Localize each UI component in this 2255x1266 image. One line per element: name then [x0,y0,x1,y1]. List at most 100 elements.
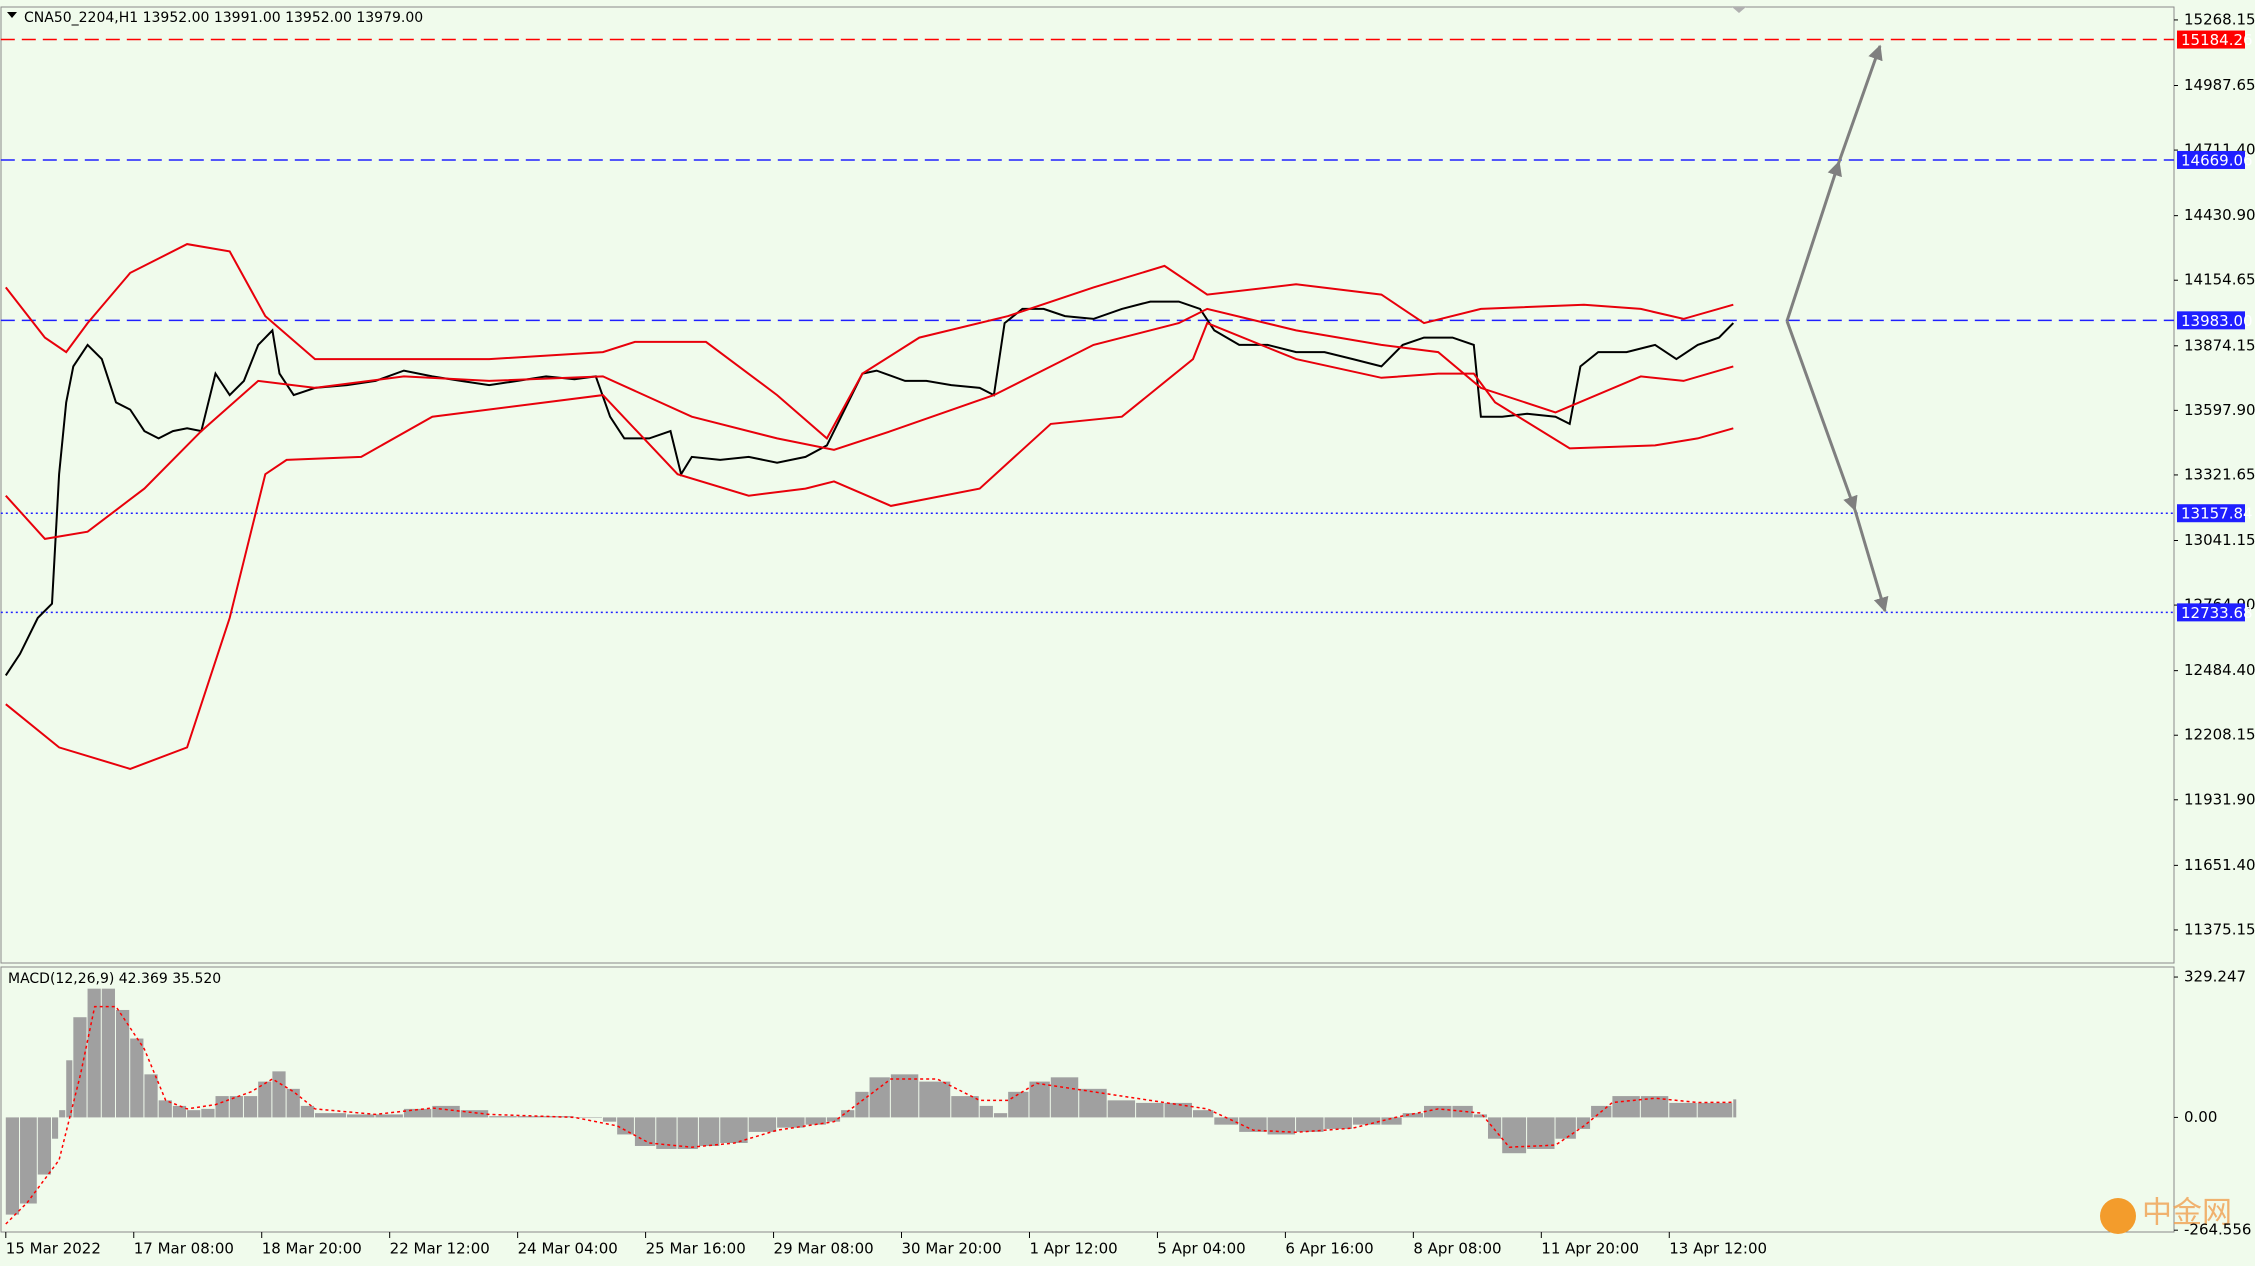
y-tick-label: 13321.65 [2184,465,2255,483]
x-tick-label: 13 Apr 12:00 [1669,1240,1767,1258]
histogram-bar [1527,1117,1555,1149]
histogram-bar [993,1113,1008,1118]
histogram-bar [272,1071,286,1118]
histogram-bar [602,1117,617,1122]
level-label: 13157.84 [2181,505,2253,523]
histogram-bar [1669,1102,1697,1118]
histogram-bar [1214,1117,1239,1125]
level-label-box [2177,603,2245,622]
histogram-bar [1473,1114,1487,1118]
histogram-bar [101,988,115,1118]
histogram-bar [1576,1117,1591,1129]
level-label: 14669.06 [2181,151,2253,169]
histogram-bar [87,988,101,1118]
arrow [1785,320,1858,512]
y-tick-label: -264.556 [2184,1221,2251,1239]
histogram-bar [1050,1077,1079,1118]
y-tick-label: 11651.40 [2184,856,2255,874]
histogram-bar [841,1110,855,1118]
series-line [5,1005,1734,1225]
histogram-bar [951,1096,979,1118]
histogram-bar [215,1096,229,1118]
histogram-bar [1381,1117,1402,1125]
level-label-box [2177,311,2245,330]
menu-triangle[interactable] [7,12,17,18]
x-tick-label: 30 Mar 20:00 [902,1240,1002,1258]
level-label-box [2177,504,2245,523]
y-tick-label: 12208.15 [2184,726,2255,744]
histogram-bar [315,1113,347,1118]
watermark-logo [2100,1198,2136,1234]
histogram-bar [890,1074,919,1118]
series-line [4,300,1735,676]
series-line [5,243,1734,440]
histogram-bar [1164,1102,1192,1118]
histogram-bar [1267,1117,1296,1135]
histogram-bar [777,1117,805,1128]
histogram-bar [1640,1096,1669,1118]
histogram-bar [37,1117,52,1175]
histogram-bar [375,1114,403,1118]
histogram-bar [919,1081,951,1118]
histogram-bar [1296,1117,1324,1132]
histogram-bar [243,1096,258,1118]
x-tick-label: 6 Apr 16:00 [1285,1240,1373,1258]
histogram-bar [201,1108,215,1118]
arrow [1853,509,1889,613]
histogram-bar [52,1117,59,1139]
histogram-bar [1239,1117,1267,1132]
y-tick-label: 13597.90 [2184,401,2255,419]
x-tick-label: 25 Mar 16:00 [646,1240,746,1258]
histogram-bar [1029,1081,1050,1118]
histogram-bar [748,1117,777,1132]
x-tick-label: 17 Mar 08:00 [134,1240,234,1258]
series-line [5,307,1734,540]
y-tick-label: 13041.15 [2184,531,2255,549]
level-label: 13983.00 [2181,312,2253,330]
y-tick-label: 329.247 [2184,968,2246,986]
y-tick-label: 15268.15 [2184,10,2255,28]
shift-marker [1732,7,1746,13]
histogram-bar [460,1110,489,1118]
y-tick-label: 13874.15 [2184,336,2255,354]
x-tick-label: 15 Mar 2022 [6,1240,101,1258]
x-tick-label: 8 Apr 08:00 [1413,1240,1501,1258]
histogram-bar [1136,1102,1164,1118]
histogram-bar [144,1074,158,1118]
histogram-bar [489,1116,517,1118]
histogram-bar [1733,1099,1737,1118]
main-frame [0,6,2175,964]
level-label: 12733.68 [2181,604,2253,622]
x-tick-label: 22 Mar 12:00 [390,1240,490,1258]
y-tick-label: 14987.65 [2184,76,2255,94]
histogram-bar [720,1117,748,1143]
histogram-bar [158,1100,172,1118]
arrow [1785,160,1842,322]
histogram-bar [403,1108,432,1118]
level-label-box [2177,150,2245,169]
macd-title: MACD(12,26,9) 42.369 35.520 [8,971,221,987]
histogram-bar [1107,1100,1136,1118]
level-label-box [2177,30,2245,49]
histogram-bar [1192,1110,1214,1118]
arrow [1837,44,1883,163]
histogram-bar [1502,1117,1527,1154]
histogram-bar [347,1114,375,1118]
chart-title: CNA50_2204,H1 13952.00 13991.00 13952.00… [24,10,423,26]
histogram-bar [286,1088,300,1118]
histogram-bar [1424,1105,1452,1118]
histogram-bar [1697,1102,1733,1118]
histogram-bar [1008,1091,1029,1118]
histogram-bar [66,1060,73,1118]
histogram-bar [869,1077,890,1118]
histogram-bar [617,1117,634,1135]
y-tick-label: 11375.15 [2184,920,2255,938]
x-tick-label: 29 Mar 08:00 [774,1240,874,1258]
histogram-bar [1402,1113,1424,1118]
macd-frame [0,966,2175,1233]
histogram-bar [574,1117,602,1118]
histogram-bar [432,1105,460,1118]
